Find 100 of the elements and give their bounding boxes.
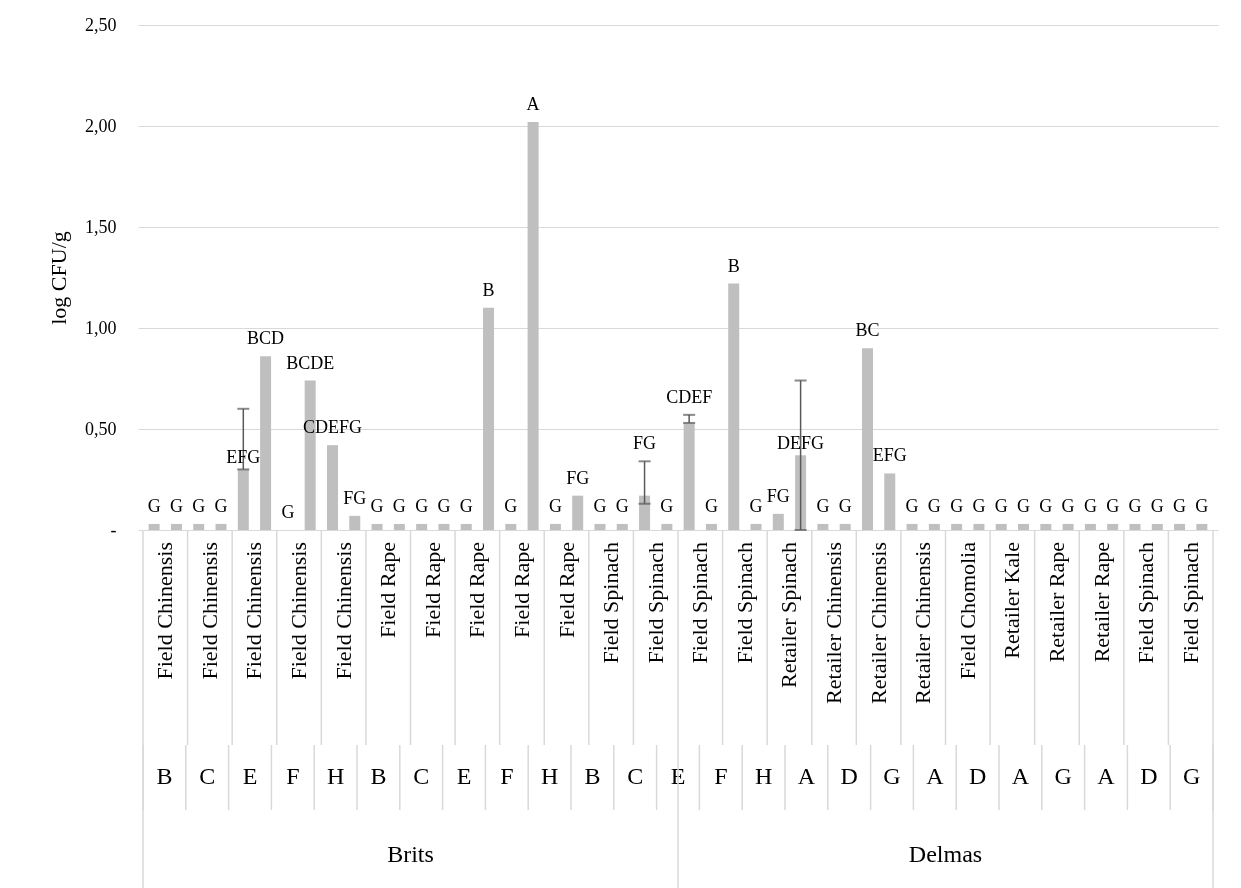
x-tick-label: Field Rape xyxy=(508,542,534,638)
data-label: G xyxy=(1061,495,1075,516)
text: B xyxy=(584,763,601,789)
text: B xyxy=(156,763,173,789)
y-tick-label: 1,50 xyxy=(85,216,117,237)
text: E xyxy=(242,763,258,789)
data-label: G xyxy=(1195,495,1209,516)
x-tick-label: Field Rape xyxy=(464,542,490,638)
bar xyxy=(1040,523,1052,530)
x-tick-label: Field Chinensis xyxy=(286,542,312,680)
data-label: G xyxy=(504,495,518,516)
data-label: G xyxy=(994,495,1008,516)
x-tick-label: Retailer Chinensis xyxy=(865,542,891,704)
x-tick-label: Field Spinach xyxy=(598,542,624,664)
data-label: G xyxy=(749,495,763,516)
text: D xyxy=(840,763,858,789)
data-label: BCD xyxy=(247,328,285,349)
bar xyxy=(995,523,1007,530)
bar xyxy=(1151,523,1163,530)
text: B xyxy=(370,763,387,789)
text: C xyxy=(199,763,216,789)
x-tick-label: Retailer Rape xyxy=(1088,542,1114,663)
bar xyxy=(1196,523,1208,530)
bar xyxy=(326,445,338,530)
data-label: FG xyxy=(633,433,657,454)
bar xyxy=(661,523,673,530)
bar xyxy=(572,495,584,530)
data-label: G xyxy=(615,495,629,516)
text: G xyxy=(1054,763,1072,789)
bar xyxy=(728,283,740,530)
y-tick-label: 2,00 xyxy=(85,115,117,136)
data-label: A xyxy=(526,93,540,114)
text: H xyxy=(540,763,559,789)
text: H xyxy=(326,763,345,789)
text: D xyxy=(1140,763,1158,789)
bar xyxy=(416,523,428,530)
data-label: G xyxy=(392,495,406,516)
bar xyxy=(906,523,918,530)
x-tick-label: Field Spinach xyxy=(731,542,757,664)
text: F xyxy=(286,763,300,789)
data-label: G xyxy=(972,495,986,516)
x-tick-label: Field Chinensis xyxy=(241,542,267,680)
bar xyxy=(505,523,517,530)
data-label: G xyxy=(281,502,295,522)
bar xyxy=(1129,523,1141,530)
data-label: G xyxy=(169,495,183,516)
bar xyxy=(1107,523,1119,530)
data-label: G xyxy=(214,495,228,516)
data-label: G xyxy=(548,495,562,516)
data-label: G xyxy=(1106,495,1120,516)
x-tick-label: Field Spinach xyxy=(1133,542,1159,664)
data-label: G xyxy=(816,495,830,516)
x-tick-label: Field Spinach xyxy=(1177,542,1203,664)
data-label: B xyxy=(482,279,495,300)
bar xyxy=(371,523,383,530)
y-tick-label: 0,50 xyxy=(85,418,117,439)
bar xyxy=(215,523,227,530)
text: H xyxy=(754,763,773,789)
data-label: CDEF xyxy=(666,386,713,407)
x-tick-label: Field Chinensis xyxy=(152,542,178,680)
x-tick-label: Field Rape xyxy=(553,542,579,638)
bar xyxy=(951,523,963,530)
x-tick-label: Field Chinensis xyxy=(330,542,356,680)
data-label: FG xyxy=(766,485,790,506)
data-label: BC xyxy=(855,320,880,341)
data-label: G xyxy=(838,495,852,516)
bar xyxy=(527,121,539,530)
bar xyxy=(861,348,873,530)
x-tick-label: Field Spinach xyxy=(642,542,668,664)
bar xyxy=(1174,523,1186,530)
bar xyxy=(170,523,182,530)
text: A xyxy=(1097,763,1116,789)
bar xyxy=(483,307,495,530)
data-label: G xyxy=(459,495,473,516)
data-label: G xyxy=(905,495,919,516)
x-tick-label: Retailer Chinensis xyxy=(910,542,936,704)
y-tick-label: 1,00 xyxy=(85,317,117,338)
data-label: BCDE xyxy=(286,352,335,373)
bar xyxy=(393,523,405,530)
bar xyxy=(260,356,272,530)
text: C xyxy=(627,763,644,789)
bar xyxy=(1018,523,1030,530)
text: F xyxy=(500,763,514,789)
text: G xyxy=(1182,763,1201,789)
bar xyxy=(193,523,205,530)
data-label: G xyxy=(927,495,941,516)
text: Delmas xyxy=(908,841,983,867)
data-label: G xyxy=(593,495,607,516)
data-label: FG xyxy=(343,487,367,508)
bar xyxy=(772,513,784,530)
x-tick-label: Retailer Rape xyxy=(1043,542,1069,663)
x-tick-label: Field Rape xyxy=(419,542,445,638)
bar xyxy=(616,523,628,530)
data-label: G xyxy=(1039,495,1053,516)
data-label: FG xyxy=(566,467,590,488)
data-label: G xyxy=(1083,495,1097,516)
bar xyxy=(928,523,940,530)
bar xyxy=(148,523,160,530)
x-tick-label: Field Chomolia xyxy=(954,541,980,680)
data-label: G xyxy=(1150,495,1164,516)
